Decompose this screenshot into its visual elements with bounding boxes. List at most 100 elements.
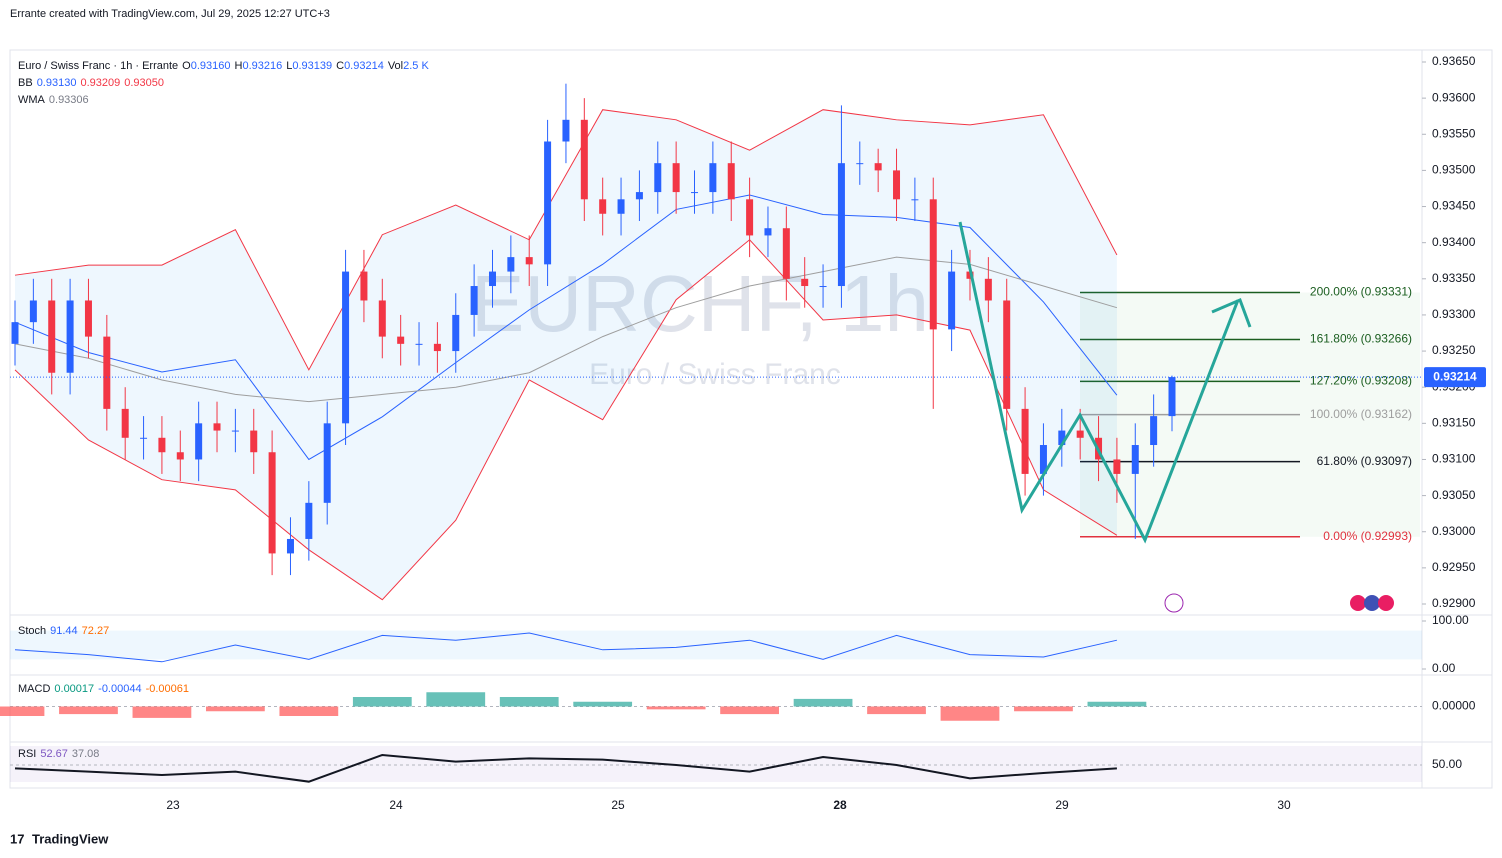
bb-value: 0.93209 [80, 77, 121, 89]
brand-logo: 17 [10, 831, 24, 846]
fib-label: 0.00% (0.92993) [1323, 529, 1412, 543]
candle-body [893, 170, 901, 200]
symbol: Euro / Swiss Franc · 1h · Errante [18, 60, 179, 72]
candle-body [911, 199, 919, 201]
ohlc-value: 0.93216 [242, 60, 283, 72]
candle-body [782, 228, 790, 279]
candle-body [929, 199, 937, 330]
y-tick-label: 0.93500 [1432, 163, 1476, 177]
x-tick-label: 23 [166, 798, 180, 812]
fib-label: 61.80% (0.93097) [1317, 454, 1412, 468]
ohlc-label: O [182, 60, 191, 72]
bb-value: 0.93050 [124, 77, 164, 89]
candle-body [176, 452, 184, 460]
event-icon[interactable] [1364, 595, 1380, 611]
y-tick-label: 0.92950 [1432, 560, 1476, 574]
y-tick-label: 0.93650 [1432, 54, 1476, 68]
candle-body [874, 163, 882, 171]
ohlc-label: C [336, 60, 345, 72]
candle-body [231, 430, 239, 432]
candle-body [599, 199, 607, 214]
macd-hist [426, 692, 486, 707]
bb-upper [14, 109, 1118, 371]
legend-main: Euro / Swiss Franc · 1h · Errante O0.9316… [18, 60, 437, 72]
y-tick-label: 0.93050 [1432, 488, 1476, 502]
pattern-arrowhead [1211, 297, 1252, 328]
fib-label: 200.00% (0.93331) [1310, 285, 1412, 299]
legend-rsi: RSI 52.67 37.08 [18, 748, 103, 760]
ohlc-value: 0.93139 [292, 60, 333, 72]
pattern-drawing [958, 221, 1240, 544]
candle-body [764, 228, 772, 236]
macd-hist [352, 697, 412, 707]
candle-body [121, 408, 129, 438]
candle-body [1076, 430, 1084, 438]
wma-value: 0.93306 [48, 94, 89, 106]
y-tick-label: 0.93300 [1432, 307, 1476, 321]
macd-hist [132, 706, 192, 718]
y-tick-label: 0.93150 [1432, 416, 1476, 430]
candle-body [709, 163, 717, 193]
candle-body [654, 163, 662, 193]
y-tick-label: 0.93450 [1432, 199, 1476, 213]
macd-hist [646, 706, 706, 710]
frame [9, 49, 1493, 789]
ohlc-value: 0.93160 [190, 60, 231, 72]
macd-hist [867, 706, 926, 715]
macd-hist [940, 706, 1000, 721]
candle-body [819, 286, 827, 288]
last-price-label: 0.93214 [1433, 369, 1477, 383]
event-icon[interactable] [1350, 595, 1366, 611]
fib-label: 161.80% (0.93266) [1310, 332, 1412, 346]
fib-label: 100.00% (0.93162) [1310, 407, 1412, 421]
candle-body [195, 423, 203, 460]
x-tick-label: 28 [833, 798, 847, 812]
ohlc-value: 0.93214 [344, 60, 384, 72]
alert-icon[interactable] [1164, 593, 1184, 613]
candle-body [1150, 416, 1158, 446]
candle-body [948, 271, 956, 330]
candle-body [837, 163, 845, 287]
candle-body [378, 300, 386, 337]
y-tick-label: 0.93250 [1432, 343, 1476, 357]
candle-body [617, 199, 625, 214]
macd-hist [0, 706, 45, 716]
candle-body [268, 452, 276, 554]
rsi-line [14, 753, 1117, 783]
y-tick-label: 0.93100 [1432, 452, 1476, 466]
candle-body [672, 163, 680, 193]
y-tick-label: 0.93600 [1432, 90, 1476, 104]
candle-body [580, 119, 588, 200]
rsi-value: 37.08 [71, 748, 100, 760]
candle-body [1131, 445, 1139, 474]
candle-body [250, 430, 258, 453]
ohlc-label: H [234, 60, 243, 72]
macd-value: 0.00017 [54, 683, 95, 695]
candle-body [286, 538, 294, 554]
x-tick-label: 24 [389, 798, 403, 812]
candle-body [727, 163, 735, 200]
candle-body [801, 278, 809, 287]
candle-body [470, 286, 478, 315]
fib-label: 127.20% (0.93208) [1310, 374, 1412, 388]
candle-body [342, 271, 350, 424]
y-tick-label: 0.93550 [1432, 126, 1476, 140]
x-tick-label: 30 [1277, 798, 1291, 812]
event-icon[interactable] [1378, 595, 1394, 611]
candle-body [562, 119, 570, 142]
candle-body [213, 423, 221, 431]
candle-body [433, 343, 441, 352]
macd-hist [1014, 706, 1073, 712]
candle-body [452, 314, 460, 352]
macd-hist [720, 706, 779, 715]
candle-body [11, 322, 19, 344]
candle-body [635, 192, 643, 200]
candle-body [1021, 408, 1029, 474]
macd-hist [205, 706, 265, 712]
macd-value: -0.00061 [145, 683, 190, 695]
candle-body [103, 336, 111, 409]
macd-hist [279, 706, 339, 716]
footer-brand: TradingView [32, 831, 109, 846]
legend-wma: WMA 0.93306 [18, 94, 93, 106]
